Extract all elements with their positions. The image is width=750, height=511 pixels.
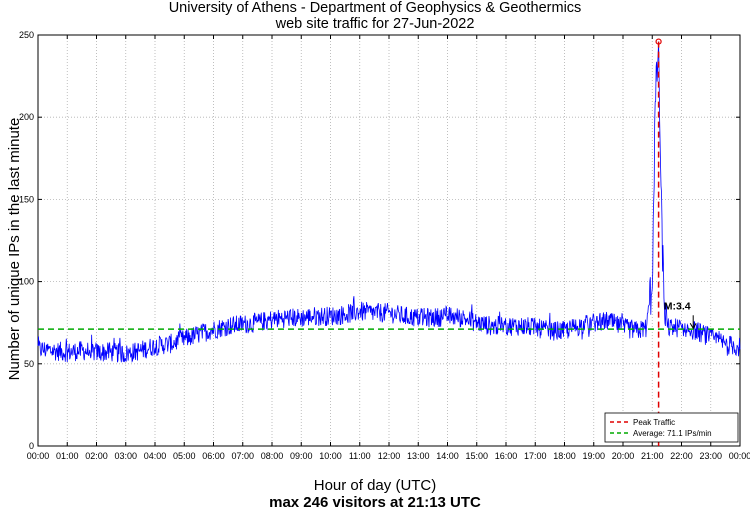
plot-area [37, 34, 741, 447]
x-tick-label: 22:00 [670, 451, 693, 461]
x-tick-label: 02:00 [85, 451, 108, 461]
x-tick-label: 08:00 [261, 451, 284, 461]
legend-label: Peak Traffic [633, 418, 675, 427]
y-tick-label: 100 [19, 277, 34, 287]
chart-subtitle: web site traffic for 27-Jun-2022 [275, 16, 475, 32]
y-tick-label: 150 [19, 194, 34, 204]
earthquake-annotation: M:3.4 [664, 300, 691, 312]
y-tick-label: 0 [29, 441, 34, 451]
x-tick-label: 17:00 [524, 451, 547, 461]
legend: Peak Traffic Average: 71.1 IPs/min [604, 412, 739, 443]
legend-box [604, 412, 739, 443]
x-tick-label: 09:00 [290, 451, 313, 461]
x-tick-label: 19:00 [582, 451, 605, 461]
x-tick-label: 11:00 [349, 451, 371, 461]
x-tick-label: 15:00 [465, 451, 488, 461]
x-tick-label: 04:00 [144, 451, 167, 461]
max-visitors-caption: max 246 visitors at 21:13 UTC [269, 494, 481, 511]
traffic-chart: 00:00 01:00 02:00 03:00 04:00 05:00 06:00 07:00… [19, 30, 750, 461]
x-tick-label: 21:00 [641, 451, 664, 461]
x-tick-label: 13:00 [407, 451, 430, 461]
x-tick-label: 12:00 [378, 451, 401, 461]
x-tick-label: 05:00 [173, 451, 196, 461]
x-tick-label: 01:00 [56, 451, 79, 461]
x-axis-label: Hour of day (UTC) [313, 477, 437, 494]
x-tick-label: 16:00 [495, 451, 518, 461]
annotation-arrowhead [689, 323, 697, 330]
legend-label: Average: 71.1 IPs/min [633, 429, 712, 438]
traffic-series-line [37, 41, 741, 363]
x-tick-label: 00:00 [729, 451, 750, 461]
x-tick-label: 00:00 [27, 451, 50, 461]
x-tick-label: 18:00 [553, 451, 576, 461]
y-tick-label: 50 [24, 359, 34, 369]
y-tick-label: 200 [19, 112, 34, 122]
y-tick-label: 250 [19, 30, 34, 40]
x-tick-label: 23:00 [699, 451, 722, 461]
x-tick-label: 06:00 [202, 451, 225, 461]
x-tick-label: 14:00 [436, 451, 459, 461]
chart-title: University of Athens - Department of Geo… [168, 0, 582, 16]
x-tick-label: 07:00 [231, 451, 254, 461]
x-tick-label: 03:00 [114, 451, 137, 461]
peak-marker [655, 38, 662, 45]
x-tick-label: 10:00 [319, 451, 342, 461]
x-tick-label: 20:00 [612, 451, 635, 461]
